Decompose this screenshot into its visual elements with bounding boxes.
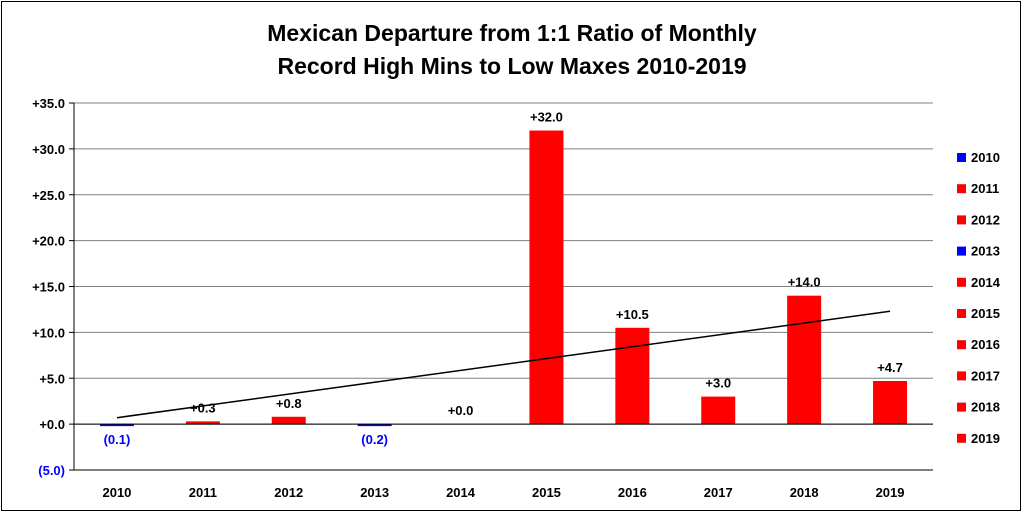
x-tick-label: 2011 [189, 485, 217, 500]
bar-2018 [787, 295, 822, 425]
x-tick-label: 2017 [704, 485, 733, 500]
data-label-2010: (0.1) [104, 432, 131, 447]
legend-swatch-2014 [957, 277, 966, 287]
y-tick-label: +20.0 [32, 234, 65, 249]
legend-swatch-2010 [957, 153, 966, 162]
bar-2016 [615, 327, 650, 425]
y-tick-label: +10.0 [32, 325, 65, 340]
y-tick-label: (5.0) [38, 463, 65, 478]
bar-2017 [701, 396, 736, 425]
data-label-2013: (0.2) [361, 432, 388, 447]
data-label-2019: +4.7 [877, 360, 903, 375]
chart-title: Mexican Departure from 1:1 Ratio of Mont… [267, 20, 757, 79]
x-tick-label: 2014 [446, 485, 476, 500]
x-tick-label: 2018 [790, 485, 819, 500]
bar-2010 [99, 424, 134, 427]
x-axis-tick-labels: 2010 2011 2012 2013 2014 2015 2016 2017 2018 2019 [102, 485, 904, 500]
y-tick-label: +5.0 [39, 371, 65, 386]
legend-label-2013: 2013 [971, 244, 1000, 259]
data-label-2015: +32.0 [530, 110, 563, 125]
data-label-2017: +3.0 [705, 376, 731, 391]
bar-2012 [271, 416, 306, 425]
trendline-line [116, 310, 891, 419]
x-tick-label: 2019 [876, 485, 905, 500]
legend-swatch-2011 [957, 184, 966, 194]
legend-swatch-2016 [957, 340, 966, 350]
legend-swatch-2015 [957, 309, 966, 318]
x-tick-label: 2015 [532, 485, 561, 500]
y-tick-label: +15.0 [32, 280, 65, 295]
data-label-2014: +0.0 [448, 403, 474, 418]
legend-label-2018: 2018 [971, 400, 1000, 415]
legend-label-2017: 2017 [971, 368, 1000, 383]
y-tick-label: +30.0 [32, 142, 65, 157]
legend-label-2019: 2019 [971, 431, 1000, 446]
data-label-2018: +14.0 [788, 275, 821, 290]
data-label-2016: +10.5 [616, 307, 649, 322]
legend-label-2010: 2010 [971, 150, 1000, 165]
legend-label-2014: 2014 [971, 275, 1001, 290]
bar-2019 [873, 381, 908, 425]
legend-label-2012: 2012 [971, 212, 1000, 227]
legend-label-2016: 2016 [971, 337, 1000, 352]
data-label-2011: +0.3 [190, 400, 216, 415]
y-axis-tick-labels: (5.0) +0.0 +5.0 +10.0 +15.0 +20.0 +25.0 +30.0 +3… [32, 96, 65, 478]
data-label-2012: +0.8 [276, 396, 302, 411]
chart-title-line-2: Record High Mins to Low Maxes 2010-2019 [277, 53, 746, 79]
y-tick-label: +35.0 [32, 96, 65, 111]
x-tick-label: 2012 [274, 485, 303, 500]
legend-swatch-2013 [957, 246, 966, 256]
chart-title-line-1: Mexican Departure from 1:1 Ratio of Mont… [267, 20, 757, 46]
axes [73, 103, 933, 471]
y-tick-label: +25.0 [32, 188, 65, 203]
bar-2013 [357, 424, 392, 427]
data-labels: (0.1) +0.3 +0.8 (0.2) +0.0 +32.0 +10.5 +3.0 +14.… [104, 110, 903, 448]
legend-label-2015: 2015 [971, 306, 1000, 321]
legend-swatch-2018 [957, 402, 966, 412]
legend-swatch-2012 [957, 215, 966, 225]
x-tick-label: 2013 [360, 485, 389, 500]
x-tick-label: 2016 [618, 485, 647, 500]
bars [99, 130, 908, 427]
legend: 2010 2011 2012 2013 2014 2015 2016 2017 2018 2019 [957, 150, 1001, 446]
legend-label-2011: 2011 [971, 181, 999, 196]
y-tick-label: +0.0 [39, 417, 65, 432]
trendline [116, 310, 891, 419]
x-tick-label: 2010 [102, 485, 131, 500]
legend-swatch-2019 [957, 433, 966, 443]
bar-2011 [185, 421, 220, 425]
legend-swatch-2017 [957, 371, 966, 381]
bar-2015 [529, 130, 564, 425]
